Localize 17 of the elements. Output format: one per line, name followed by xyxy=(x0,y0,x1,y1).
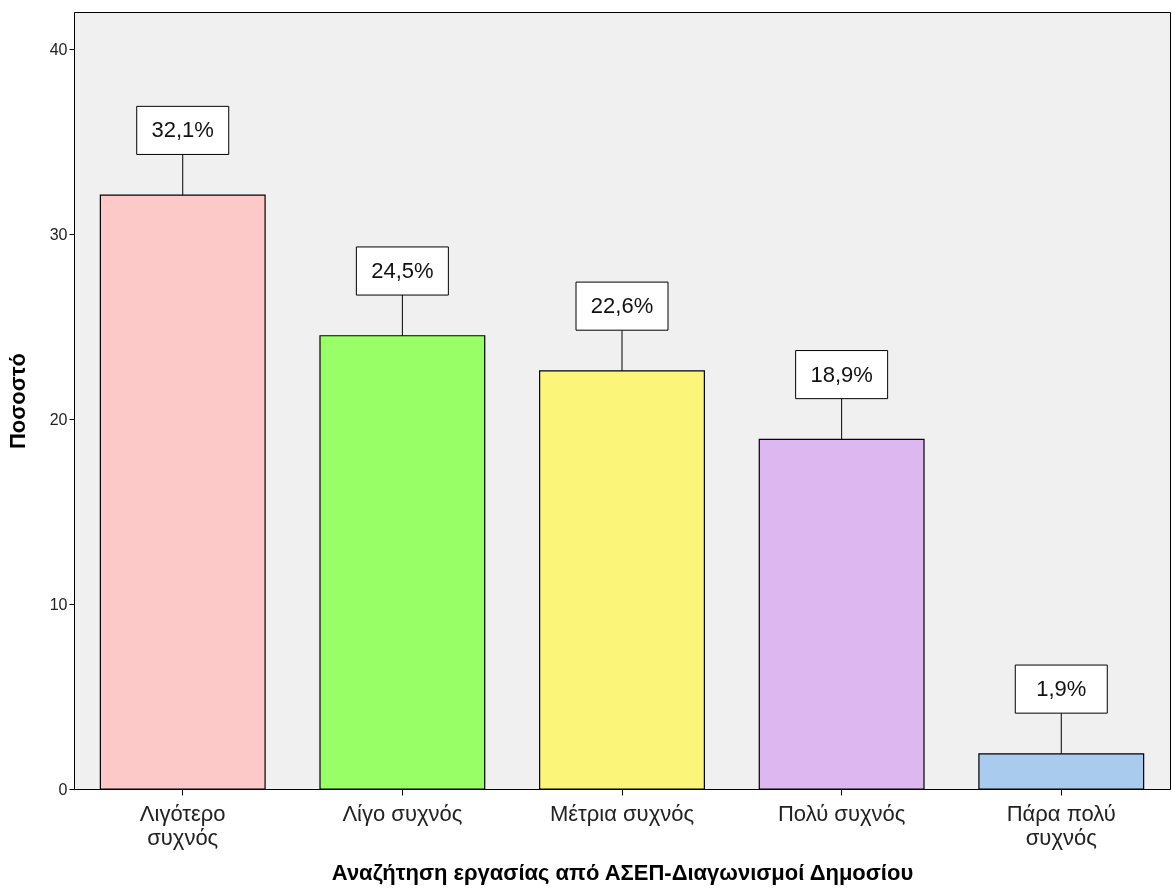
data-label: 18,9% xyxy=(810,361,873,387)
y-tick-label: 40 xyxy=(49,40,68,58)
x-tick-label: Λιγότερο συχνός xyxy=(139,800,226,850)
x-tick-label: Πολύ συχνός xyxy=(777,800,906,826)
y-tick-label: 30 xyxy=(49,225,68,243)
data-label: 22,6% xyxy=(590,293,654,319)
y-tick-label: 20 xyxy=(49,410,68,428)
y-tick-label: 10 xyxy=(49,595,68,613)
data-label: 1,9% xyxy=(1036,676,1087,702)
data-label: 32,1% xyxy=(151,117,214,143)
y-axis-title: Ποσοστό xyxy=(4,352,30,450)
x-tick-label: Λίγο συχνός xyxy=(342,800,463,826)
x-tick-label: Μέτρια συχνός xyxy=(549,800,695,826)
x-axis-title: Αναζήτηση εργασίας από ΑΣΕΠ-Διαγωνισμοί Δημοσίου xyxy=(331,859,914,885)
data-label: 24,5% xyxy=(371,258,434,283)
y-tick-label: 0 xyxy=(58,780,68,798)
x-tick-label: Πάρα πολύ συχνός xyxy=(1006,800,1116,850)
